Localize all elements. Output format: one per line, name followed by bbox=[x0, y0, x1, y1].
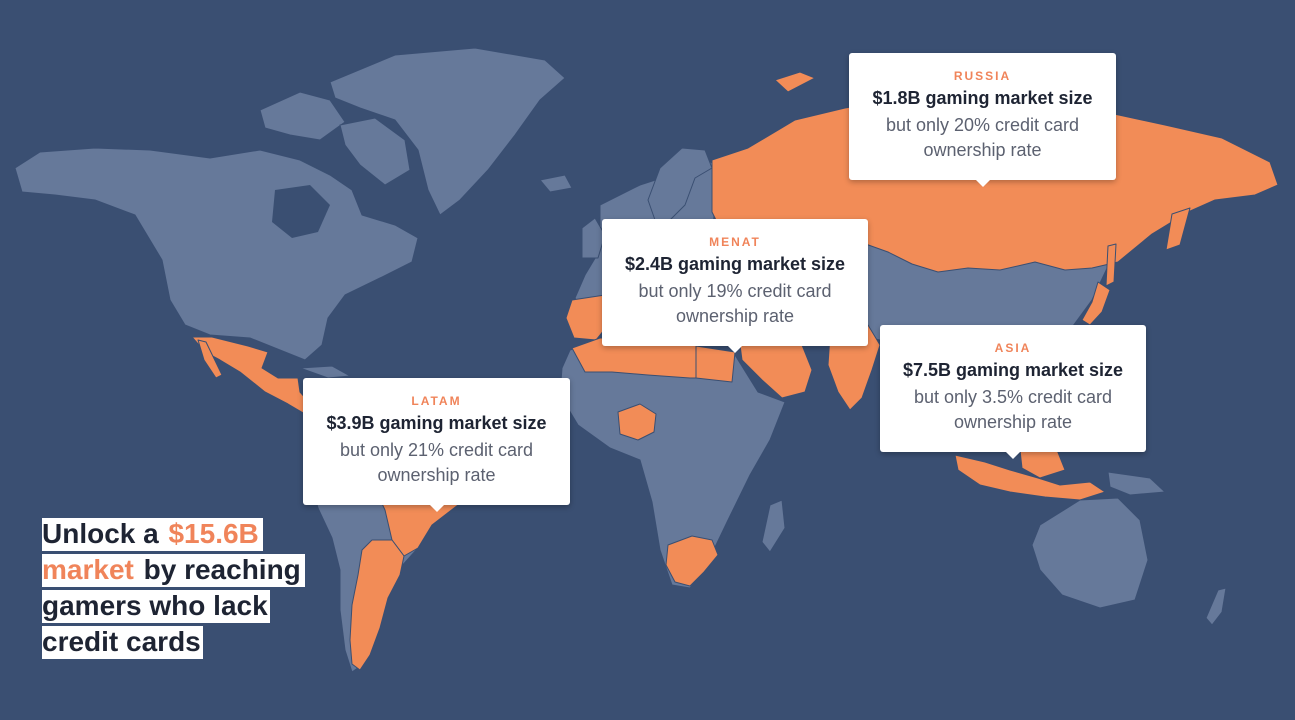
ownership-line-2: ownership rate bbox=[377, 465, 496, 485]
india-shape bbox=[827, 324, 881, 411]
baja-california-shape bbox=[197, 339, 223, 379]
madagascar-shape bbox=[761, 499, 786, 553]
headline-line-4: credit cards bbox=[42, 624, 305, 660]
argentina-shape bbox=[349, 539, 405, 671]
arctic-islands-shape bbox=[259, 91, 346, 141]
headline-text: credit cards bbox=[42, 626, 203, 659]
callout-asia: ASIA $7.5B gaming market size but only 3… bbox=[880, 325, 1146, 459]
headline-text: Unlock a bbox=[42, 518, 169, 551]
ownership-line-2: ownership rate bbox=[923, 140, 1042, 160]
egypt-shape bbox=[695, 345, 736, 383]
british-isles-shape bbox=[581, 217, 606, 259]
callout-russia: RUSSIA $1.8B gaming market size but only… bbox=[849, 53, 1116, 187]
market-size: $7.5B gaming market size bbox=[902, 360, 1124, 380]
market-size: $1.8B gaming market size bbox=[872, 88, 1093, 108]
kamchatka-shape bbox=[1165, 207, 1191, 251]
baffin-island-shape bbox=[339, 117, 411, 186]
region-label: MENAT bbox=[709, 235, 761, 249]
new-guinea-shape bbox=[1107, 471, 1166, 496]
region-label: LATAM bbox=[411, 394, 462, 408]
region-label: RUSSIA bbox=[953, 69, 1012, 83]
australia-shape bbox=[1031, 497, 1149, 609]
nigeria-shape bbox=[617, 403, 657, 441]
ownership-line-2: ownership rate bbox=[953, 412, 1073, 432]
indonesia-shape bbox=[954, 454, 1106, 501]
new-zealand-shape bbox=[1205, 587, 1227, 626]
caribbean-islands-shape bbox=[299, 365, 351, 379]
ownership-line-1: but only 19% credit card bbox=[638, 281, 832, 301]
headline-line-2: market by reaching bbox=[42, 552, 305, 588]
headline-accent-amount: $15.6B bbox=[168, 518, 261, 551]
market-size: $3.9B gaming market size bbox=[326, 413, 547, 433]
callout-menat: MENAT $2.4B gaming market size but only … bbox=[602, 219, 868, 353]
iceland-shape bbox=[539, 174, 573, 193]
headline-line-1: Unlock a $15.6B bbox=[42, 516, 305, 552]
headline-accent-market: market bbox=[42, 554, 136, 587]
ownership-line-1: but only 20% credit card bbox=[885, 115, 1080, 135]
headline-text: gamers who lack bbox=[42, 590, 270, 623]
callout-latam: LATAM $3.9B gaming market size but only … bbox=[303, 378, 570, 512]
headline-line-3: gamers who lack bbox=[42, 588, 305, 624]
market-size: $2.4B gaming market size bbox=[624, 254, 846, 274]
ownership-line-2: ownership rate bbox=[675, 306, 795, 326]
greenland-shape bbox=[329, 47, 566, 216]
novaya-zemlya-shape bbox=[774, 71, 816, 93]
headline-text: by reaching bbox=[135, 554, 303, 587]
region-label: ASIA bbox=[994, 341, 1032, 355]
ownership-line-1: but only 21% credit card bbox=[339, 440, 534, 460]
south-africa-shape bbox=[665, 535, 719, 587]
north-america-shape bbox=[14, 147, 419, 361]
ownership-line-1: but only 3.5% credit card bbox=[913, 387, 1113, 407]
sakhalin-shape bbox=[1105, 243, 1117, 287]
hudson-bay-shape bbox=[272, 185, 330, 238]
headline: Unlock a $15.6B market by reaching gamer… bbox=[42, 516, 305, 660]
